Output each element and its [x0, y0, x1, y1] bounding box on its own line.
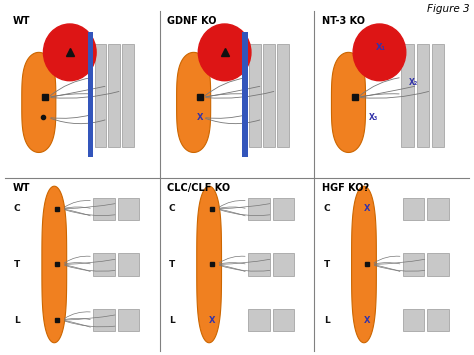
Bar	[93, 253, 115, 276]
Text: NT-3 KO: NT-3 KO	[322, 16, 365, 26]
Text: C: C	[323, 204, 330, 213]
Bar	[93, 197, 115, 220]
Text: WT: WT	[12, 16, 30, 26]
Bar	[277, 44, 289, 147]
Text: T: T	[324, 260, 330, 269]
Bar	[403, 253, 424, 276]
Bar	[118, 253, 139, 276]
Bar	[401, 44, 413, 147]
Text: GDNF KO: GDNF KO	[167, 16, 217, 26]
Bar	[273, 309, 294, 332]
Text: T: T	[169, 260, 175, 269]
Text: X₁: X₁	[376, 43, 386, 52]
Text: HGF KO?: HGF KO?	[322, 183, 369, 193]
Text: L: L	[324, 316, 330, 324]
Bar	[403, 197, 424, 220]
Circle shape	[353, 24, 406, 81]
Bar	[109, 44, 120, 147]
Circle shape	[198, 24, 251, 81]
Polygon shape	[197, 186, 221, 343]
Text: T: T	[14, 260, 20, 269]
Text: L: L	[14, 316, 20, 324]
Bar	[428, 253, 449, 276]
Bar	[242, 32, 248, 158]
Bar	[248, 197, 270, 220]
Text: X: X	[364, 204, 370, 213]
Polygon shape	[177, 52, 210, 152]
Polygon shape	[331, 52, 365, 152]
Bar	[428, 197, 449, 220]
Circle shape	[44, 24, 96, 81]
Bar	[118, 197, 139, 220]
Bar	[273, 253, 294, 276]
Text: WT: WT	[12, 183, 30, 193]
Text: X: X	[197, 113, 203, 122]
Bar	[249, 44, 261, 147]
Text: X₂: X₂	[409, 78, 418, 87]
Bar	[93, 309, 115, 332]
Bar	[118, 309, 139, 332]
Bar	[273, 197, 294, 220]
Text: X: X	[209, 316, 216, 324]
Text: C: C	[169, 204, 175, 213]
Bar	[88, 32, 93, 158]
Text: X: X	[364, 316, 370, 324]
Text: CLC/CLF KO: CLC/CLF KO	[167, 183, 230, 193]
Bar	[248, 253, 270, 276]
Text: X₃: X₃	[369, 113, 378, 122]
Bar	[248, 309, 270, 332]
Bar	[122, 44, 134, 147]
Text: L: L	[169, 316, 175, 324]
Bar	[264, 44, 275, 147]
Text: C: C	[14, 204, 20, 213]
Bar	[428, 309, 449, 332]
Bar	[403, 309, 424, 332]
Text: Figure 3: Figure 3	[427, 4, 469, 13]
Polygon shape	[352, 186, 376, 343]
Bar	[417, 44, 429, 147]
Bar	[432, 44, 445, 147]
Polygon shape	[22, 52, 56, 152]
Bar	[94, 44, 106, 147]
Polygon shape	[42, 186, 67, 343]
